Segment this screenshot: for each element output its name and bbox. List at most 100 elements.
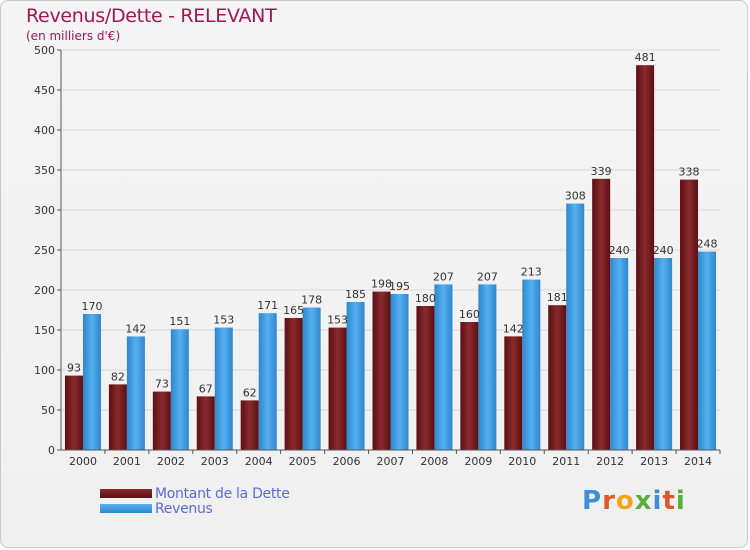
x-tick-label: 2003	[201, 455, 229, 468]
data-label-debt-2003: 67	[199, 382, 213, 395]
x-tick-label: 2001	[113, 455, 141, 468]
x-tick-label: 2002	[157, 455, 185, 468]
legend-item-revenue: Revenus	[100, 500, 290, 517]
data-label-revenue-2006: 185	[345, 288, 366, 301]
x-tick-label: 2009	[464, 455, 492, 468]
bar-revenue-2012	[610, 258, 629, 450]
data-label-debt-2013: 481	[635, 51, 656, 64]
y-tick-label: 400	[34, 124, 55, 137]
data-label-debt-2001: 82	[111, 370, 125, 383]
data-label-debt-2006: 153	[327, 314, 348, 327]
y-tick-label: 0	[48, 444, 55, 457]
x-tick-label: 2010	[508, 455, 536, 468]
bar-debt-2013	[636, 65, 655, 450]
bar-debt-2009	[460, 322, 479, 450]
data-label-revenue-2012: 240	[609, 244, 630, 257]
data-label-revenue-2007: 195	[389, 280, 410, 293]
bar-revenue-2002	[170, 329, 189, 450]
data-label-debt-2007: 198	[371, 278, 392, 291]
x-tick-label: 2006	[333, 455, 361, 468]
y-tick-label: 250	[34, 244, 55, 257]
x-tick-label: 2000	[69, 455, 97, 468]
data-label-revenue-2010: 213	[521, 266, 542, 279]
logo-text: Proxiti	[582, 486, 686, 516]
data-label-revenue-2000: 170	[81, 300, 102, 313]
y-tick-label: 200	[34, 284, 55, 297]
x-tick-label: 2005	[289, 455, 317, 468]
x-tick-label: 2013	[640, 455, 668, 468]
data-label-debt-2005: 165	[283, 304, 304, 317]
bar-revenue-2011	[566, 203, 585, 450]
x-tick-label: 2014	[684, 455, 712, 468]
bar-revenue-2004	[258, 313, 277, 450]
data-label-revenue-2003: 153	[213, 314, 234, 327]
y-tick-label: 350	[34, 164, 55, 177]
x-tick-label: 2007	[377, 455, 405, 468]
bar-debt-2008	[416, 306, 435, 450]
bars-layer	[64, 65, 717, 451]
data-label-debt-2002: 73	[155, 378, 169, 391]
bar-debt-2004	[240, 400, 259, 450]
chart-title: Revenus/Dette - RELEVANT	[26, 5, 277, 27]
bar-debt-2003	[196, 396, 215, 450]
y-tick-label: 150	[34, 324, 55, 337]
bar-revenue-2003	[214, 327, 233, 450]
data-label-revenue-2002: 151	[169, 315, 190, 328]
bar-debt-2002	[152, 391, 171, 450]
data-label-revenue-2011: 308	[565, 190, 586, 203]
data-label-debt-2010: 142	[503, 322, 524, 335]
data-label-revenue-2013: 240	[653, 244, 674, 257]
bar-debt-2000	[64, 375, 83, 450]
legend-label-revenue: Revenus	[155, 500, 213, 517]
bar-revenue-2008	[434, 284, 453, 450]
data-label-debt-2012: 339	[591, 165, 612, 178]
x-tick-label: 2004	[245, 455, 273, 468]
bar-debt-2012	[592, 178, 611, 451]
bar-revenue-2010	[522, 279, 541, 450]
data-label-debt-2014: 338	[679, 166, 700, 179]
logo-letter: x	[634, 486, 653, 516]
data-label-debt-2004: 62	[243, 386, 257, 399]
legend-item-debt: Montant de la Dette	[100, 485, 290, 502]
bar-revenue-2006	[346, 302, 365, 450]
bar-revenue-2009	[478, 284, 497, 450]
logo-letter: r	[602, 486, 616, 516]
y-tick-label: 500	[34, 44, 55, 57]
bar-revenue-2014	[698, 251, 717, 450]
logo-letter: P	[582, 486, 603, 516]
data-label-revenue-2009: 207	[477, 270, 498, 283]
x-tick-label: 2011	[552, 455, 580, 468]
logo-letter: o	[615, 486, 635, 516]
bar-debt-2011	[548, 305, 567, 450]
y-tick-label: 450	[34, 84, 55, 97]
bar-debt-2006	[328, 327, 347, 450]
bar-revenue-2005	[302, 307, 321, 450]
y-tick-label: 300	[34, 204, 55, 217]
data-label-debt-2000: 93	[67, 362, 81, 375]
y-tick-label: 100	[34, 364, 55, 377]
logo-letter: t	[662, 486, 676, 516]
legend-swatch-debt	[100, 489, 152, 498]
data-label-debt-2011: 181	[547, 291, 568, 304]
bar-debt-2010	[504, 336, 523, 450]
proxiti-logo: Proxiti	[582, 486, 686, 516]
bar-debt-2005	[284, 318, 303, 450]
data-label-revenue-2014: 248	[697, 238, 718, 251]
bar-revenue-2001	[126, 336, 145, 450]
axis-layer: 0 50 100 150 200 250 300 350 400 450 500 2000 2001 20…	[34, 44, 721, 468]
legend-label-debt: Montant de la Dette	[155, 485, 290, 502]
logo-letter: i	[675, 486, 686, 516]
data-label-revenue-2005: 178	[301, 294, 322, 307]
logo-letter: i	[652, 486, 663, 516]
bar-revenue-2013	[654, 258, 673, 450]
data-label-debt-2009: 160	[459, 308, 480, 321]
chart-subtitle: (en milliers d'€)	[26, 29, 121, 43]
x-tick-label: 2012	[596, 455, 624, 468]
legend-swatch-revenue	[100, 504, 152, 513]
y-tick-label: 50	[41, 404, 55, 417]
bar-revenue-2007	[390, 294, 409, 450]
data-label-debt-2008: 180	[415, 292, 436, 305]
bar-revenue-2000	[82, 314, 101, 450]
